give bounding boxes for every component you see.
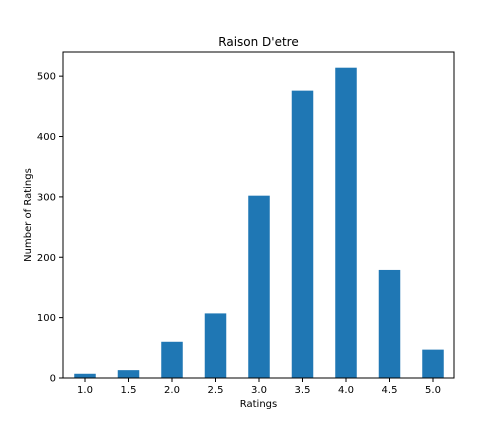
x-tick-label: 4.0 (338, 385, 354, 396)
x-axis-title: Ratings (240, 399, 277, 410)
y-tick-label: 400 (37, 132, 56, 143)
y-axis-ticks: 0 100 200 300 400 500 (37, 72, 63, 385)
bar-2-5 (204, 313, 227, 378)
x-tick-label: 5.0 (425, 385, 441, 396)
y-tick-label: 200 (37, 253, 56, 264)
x-tick-label: 2.5 (208, 385, 224, 396)
y-tick-label: 300 (37, 192, 56, 203)
bar-2-0 (161, 341, 183, 378)
chart-title: Raison D'etre (218, 35, 298, 49)
x-tick-label: 2.0 (164, 385, 180, 396)
x-tick-label: 3.5 (295, 385, 311, 396)
x-tick-label: 1.0 (77, 385, 93, 396)
y-tick-label: 0 (50, 374, 56, 385)
bar-3-0 (248, 195, 270, 378)
y-tick-label: 500 (37, 72, 56, 83)
x-tick-label: 4.5 (382, 385, 398, 396)
bar-4-5 (378, 269, 401, 378)
x-tick-label: 3.0 (251, 385, 267, 396)
bars-group (74, 67, 444, 378)
x-tick-label: 1.5 (121, 385, 137, 396)
bar-1-5 (117, 370, 140, 378)
bar-1-0 (74, 373, 96, 378)
bar-4-0 (335, 67, 357, 378)
bar-3-5 (291, 90, 314, 378)
bar-5-0 (422, 349, 444, 378)
y-axis-title: Number of Ratings (23, 168, 34, 262)
y-tick-label: 100 (37, 313, 56, 324)
x-axis-ticks: 1.0 1.5 2.0 2.5 3.0 3.5 4.0 4.5 5.0 (77, 378, 441, 396)
